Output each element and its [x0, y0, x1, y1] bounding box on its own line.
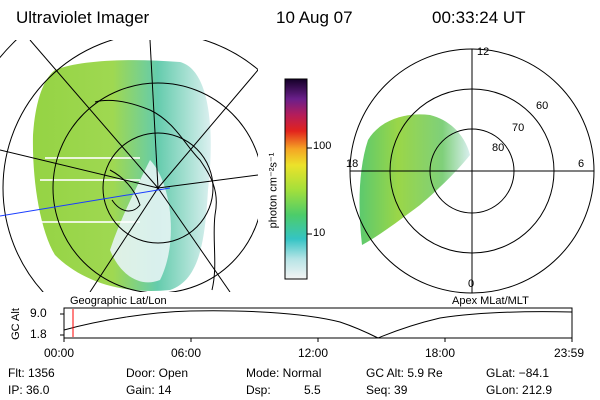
- polar-mlt-plot: [349, 48, 595, 294]
- mlat-label-80: 80: [492, 142, 505, 154]
- door-status: Door: Open: [126, 366, 189, 380]
- colorbar-tick-10: 10: [313, 227, 326, 239]
- mlt-label-18: 18: [346, 158, 359, 170]
- mlt-label-12: 12: [477, 46, 490, 58]
- mlt-label-0: 0: [468, 278, 475, 290]
- altitude-ytick-bottom: 1.8: [30, 327, 47, 341]
- colorbar: [284, 78, 312, 280]
- coastline: [94, 99, 217, 291]
- colorbar-unit-label: photon cm⁻²s⁻¹: [267, 152, 280, 229]
- altitude-xtick: 06:00: [171, 346, 202, 360]
- longitude-line: [89, 187, 159, 292]
- gain-value: Gain: 14: [126, 383, 172, 397]
- aurora-emission-region-polar: [359, 114, 470, 245]
- longitude-line: [0, 149, 159, 189]
- longitude-line: [157, 69, 258, 189]
- altitude-xtick: 00:00: [44, 346, 75, 360]
- longitude-line: [149, 40, 159, 189]
- sequence-number: Seq: 39: [366, 383, 408, 397]
- altitude-plot: [60, 307, 573, 342]
- flight-number: Flt: 1356: [8, 366, 55, 380]
- dsp-label: Dsp:: [246, 383, 271, 397]
- longitude-line: [29, 40, 159, 189]
- latitude-circle: [52, 82, 258, 292]
- gc-altitude: GC Alt: 5.9 Re: [366, 366, 443, 380]
- mlat-label-70: 70: [512, 122, 525, 134]
- ip-value: IP: 36.0: [8, 383, 50, 397]
- altitude-xtick: 12:00: [298, 346, 329, 360]
- altitude-ytick-top: 9.0: [30, 306, 47, 320]
- mlt-label-6: 6: [578, 158, 585, 170]
- geographic-map: [0, 40, 258, 292]
- apex-caption: Apex MLat/MLT: [452, 295, 529, 307]
- altitude-ylabel: GC Alt: [10, 308, 22, 340]
- geographic-latitude: GLat: −84.1: [486, 366, 550, 380]
- longitude-line: [157, 174, 258, 189]
- geographic-longitude: GLon: 212.9: [486, 383, 553, 397]
- coastline: [109, 169, 141, 212]
- instrument-title: Ultraviolet Imager: [16, 8, 150, 27]
- longitude-line: [157, 187, 231, 292]
- altitude-curve: [63, 310, 573, 339]
- geographic-caption: Geographic Lat/Lon: [70, 295, 167, 307]
- colorbar-tick-100: 100: [313, 140, 332, 152]
- image-date: 10 Aug 07: [276, 8, 353, 27]
- image-time: 00:33:24 UT: [432, 8, 526, 27]
- mode-value: Mode: Normal: [246, 366, 322, 380]
- latitude-circle: [102, 132, 214, 244]
- altitude-xtick: 23:59: [554, 346, 585, 360]
- dsp-value: 5.5: [304, 383, 321, 397]
- mlat-label-60: 60: [536, 100, 549, 112]
- altitude-xtick: 18:00: [425, 346, 456, 360]
- latitude-circle: [2, 40, 258, 292]
- terminator-line: [0, 187, 171, 217]
